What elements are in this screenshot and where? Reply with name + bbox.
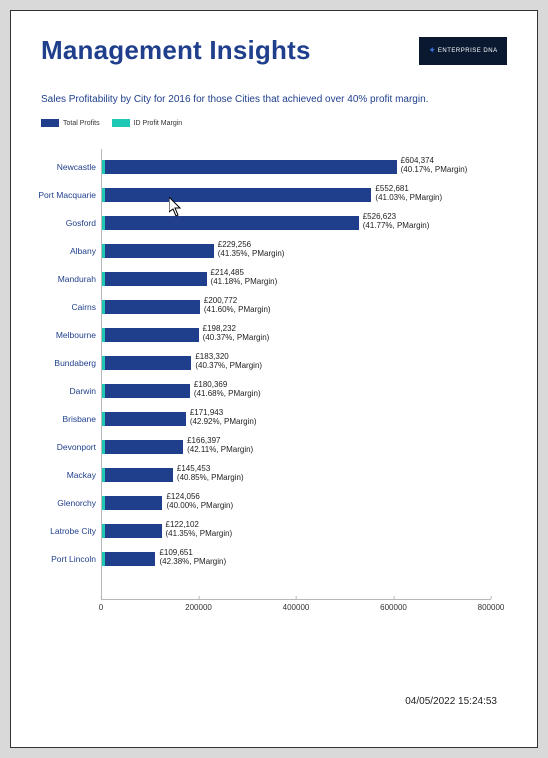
bar-total-profits bbox=[102, 160, 397, 174]
category-label: Gosford bbox=[66, 218, 102, 228]
logo-text: ENTERPRISE DNA bbox=[438, 48, 498, 54]
report-subtitle: Sales Profitability by City for 2016 for… bbox=[41, 94, 507, 105]
chart-row: Melbourne£198,232(40.37%, PMargin) bbox=[102, 321, 491, 349]
bar-total-profits bbox=[102, 244, 214, 258]
chart-row: Port Lincoln£109,651(42.38%, PMargin) bbox=[102, 545, 491, 573]
bar-total-profits bbox=[102, 300, 200, 314]
bar-profit-margin bbox=[102, 300, 105, 314]
chart-row: Mackay£145,453(40.85%, PMargin) bbox=[102, 461, 491, 489]
value-label: £198,232(40.37%, PMargin) bbox=[203, 325, 270, 343]
chart-legend: Total Profits ID Profit Margin bbox=[41, 119, 507, 127]
bar-profit-margin bbox=[102, 524, 105, 538]
value-label: £180,369(41.68%, PMargin) bbox=[194, 381, 261, 399]
brand-logo: ✦ ENTERPRISE DNA bbox=[419, 37, 507, 65]
category-label: Melbourne bbox=[56, 330, 102, 340]
x-tick: 200000 bbox=[185, 599, 212, 612]
chart-plot-area: Newcastle£604,374(40.17%, PMargin)Port M… bbox=[101, 149, 491, 599]
chart-row: Brisbane£171,943(42.92%, PMargin) bbox=[102, 405, 491, 433]
category-label: Cairns bbox=[71, 302, 102, 312]
bar-profit-margin bbox=[102, 384, 105, 398]
category-label: Mandurah bbox=[58, 274, 102, 284]
report-timestamp: 04/05/2022 15:24:53 bbox=[405, 696, 497, 707]
category-label: Latrobe City bbox=[50, 526, 102, 536]
chart-row: Albany£229,256(41.35%, PMargin) bbox=[102, 237, 491, 265]
bar-profit-margin bbox=[102, 412, 105, 426]
x-tick: 600000 bbox=[380, 599, 407, 612]
bar-total-profits bbox=[102, 188, 371, 202]
legend-label-2: ID Profit Margin bbox=[134, 120, 183, 127]
category-label: Mackay bbox=[67, 470, 102, 480]
header: Management Insights ✦ ENTERPRISE DNA bbox=[41, 35, 507, 66]
chart-row: Glenorchy£124,056(40.00%, PMargin) bbox=[102, 489, 491, 517]
bar-profit-margin bbox=[102, 160, 105, 174]
x-tick: 0 bbox=[99, 599, 103, 612]
bar-total-profits bbox=[102, 440, 183, 454]
bar-total-profits bbox=[102, 272, 207, 286]
x-tick: 800000 bbox=[478, 599, 505, 612]
bar-total-profits bbox=[102, 356, 191, 370]
bar-total-profits bbox=[102, 468, 173, 482]
bar-profit-margin bbox=[102, 244, 105, 258]
category-label: Devonport bbox=[57, 442, 102, 452]
value-label: £526,623(41.77%, PMargin) bbox=[363, 213, 430, 231]
chart-row: Cairns£200,772(41.60%, PMargin) bbox=[102, 293, 491, 321]
value-label: £171,943(42.92%, PMargin) bbox=[190, 409, 257, 427]
value-label: £214,485(41.18%, PMargin) bbox=[211, 269, 278, 287]
canvas: Management Insights ✦ ENTERPRISE DNA Sal… bbox=[0, 0, 548, 758]
value-label: £166,397(42.11%, PMargin) bbox=[187, 437, 253, 455]
bar-total-profits bbox=[102, 328, 199, 342]
category-label: Newcastle bbox=[57, 162, 102, 172]
value-label: £122,102(41.35%, PMargin) bbox=[166, 521, 233, 539]
legend-label-1: Total Profits bbox=[63, 120, 100, 127]
value-label: £109,651(42.38%, PMargin) bbox=[159, 549, 226, 567]
bar-profit-margin bbox=[102, 188, 105, 202]
page-title: Management Insights bbox=[41, 35, 311, 66]
category-label: Glenorchy bbox=[57, 498, 102, 508]
bar-profit-margin bbox=[102, 216, 105, 230]
chart-row: Newcastle£604,374(40.17%, PMargin) bbox=[102, 153, 491, 181]
bar-total-profits bbox=[102, 524, 162, 538]
value-label: £183,320(40.37%, PMargin) bbox=[195, 353, 262, 371]
category-label: Bundaberg bbox=[54, 358, 102, 368]
legend-swatch-2 bbox=[112, 119, 130, 127]
chart-row: Latrobe City£122,102(41.35%, PMargin) bbox=[102, 517, 491, 545]
chart-row: Devonport£166,397(42.11%, PMargin) bbox=[102, 433, 491, 461]
bar-profit-margin bbox=[102, 440, 105, 454]
chart-row: Darwin£180,369(41.68%, PMargin) bbox=[102, 377, 491, 405]
bar-total-profits bbox=[102, 496, 162, 510]
value-label: £229,256(41.35%, PMargin) bbox=[218, 241, 285, 259]
report-page: Management Insights ✦ ENTERPRISE DNA Sal… bbox=[10, 10, 538, 748]
category-label: Port Macquarie bbox=[38, 190, 102, 200]
legend-item-profit-margin: ID Profit Margin bbox=[112, 119, 183, 127]
legend-item-total-profits: Total Profits bbox=[41, 119, 100, 127]
value-label: £200,772(41.60%, PMargin) bbox=[204, 297, 271, 315]
bar-total-profits bbox=[102, 552, 155, 566]
bar-profit-margin bbox=[102, 496, 105, 510]
category-label: Albany bbox=[70, 246, 102, 256]
category-label: Port Lincoln bbox=[51, 554, 102, 564]
bar-total-profits bbox=[102, 384, 190, 398]
chart-row: Port Macquarie£552,681(41.03%, PMargin) bbox=[102, 181, 491, 209]
category-label: Darwin bbox=[70, 386, 102, 396]
chart-row: Gosford£526,623(41.77%, PMargin) bbox=[102, 209, 491, 237]
value-label: £124,056(40.00%, PMargin) bbox=[166, 493, 233, 511]
profitability-chart: Newcastle£604,374(40.17%, PMargin)Port M… bbox=[101, 149, 491, 600]
value-label: £145,453(40.85%, PMargin) bbox=[177, 465, 244, 483]
chart-row: Bundaberg£183,320(40.37%, PMargin) bbox=[102, 349, 491, 377]
chart-row: Mandurah£214,485(41.18%, PMargin) bbox=[102, 265, 491, 293]
bar-profit-margin bbox=[102, 328, 105, 342]
logo-mark-icon: ✦ bbox=[428, 45, 436, 56]
bar-profit-margin bbox=[102, 356, 105, 370]
category-label: Brisbane bbox=[62, 414, 102, 424]
value-label: £604,374(40.17%, PMargin) bbox=[401, 157, 468, 175]
bar-profit-margin bbox=[102, 272, 105, 286]
value-label: £552,681(41.03%, PMargin) bbox=[375, 185, 442, 203]
bar-total-profits bbox=[102, 412, 186, 426]
bar-total-profits bbox=[102, 216, 359, 230]
legend-swatch-1 bbox=[41, 119, 59, 127]
bar-profit-margin bbox=[102, 552, 105, 566]
bar-profit-margin bbox=[102, 468, 105, 482]
x-tick: 400000 bbox=[283, 599, 310, 612]
